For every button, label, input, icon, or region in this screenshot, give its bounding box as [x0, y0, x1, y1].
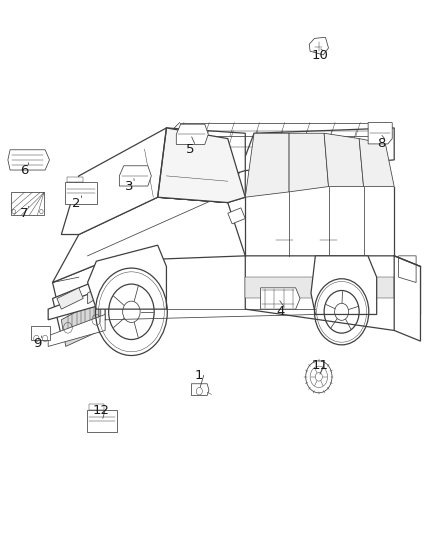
Bar	[67, 177, 83, 182]
Polygon shape	[53, 197, 245, 282]
Polygon shape	[53, 261, 105, 320]
Text: 10: 10	[311, 50, 328, 62]
Polygon shape	[245, 133, 289, 197]
Polygon shape	[57, 288, 83, 309]
Polygon shape	[309, 37, 328, 55]
Polygon shape	[158, 128, 394, 203]
Polygon shape	[245, 277, 394, 298]
Polygon shape	[245, 256, 420, 330]
Text: 12: 12	[92, 404, 109, 417]
Polygon shape	[324, 133, 364, 187]
Polygon shape	[261, 288, 300, 309]
Polygon shape	[48, 288, 105, 320]
Polygon shape	[88, 245, 166, 309]
Polygon shape	[359, 139, 394, 187]
Text: 6: 6	[20, 164, 28, 177]
Polygon shape	[119, 166, 152, 186]
Polygon shape	[8, 150, 49, 170]
Polygon shape	[88, 282, 105, 304]
Circle shape	[306, 361, 332, 393]
Text: 11: 11	[311, 359, 328, 372]
Polygon shape	[61, 128, 245, 235]
Bar	[87, 410, 117, 432]
Polygon shape	[176, 124, 208, 144]
Polygon shape	[311, 256, 377, 314]
Polygon shape	[394, 256, 420, 341]
Polygon shape	[158, 128, 245, 203]
Text: 1: 1	[195, 369, 204, 382]
Bar	[89, 405, 104, 410]
Text: 4: 4	[276, 305, 285, 318]
Polygon shape	[191, 384, 209, 395]
Text: 8: 8	[377, 138, 385, 150]
Bar	[64, 182, 97, 204]
Polygon shape	[289, 133, 328, 192]
Bar	[11, 192, 44, 215]
Polygon shape	[61, 298, 101, 346]
Text: 9: 9	[33, 337, 42, 350]
Polygon shape	[48, 314, 105, 346]
Text: 3: 3	[125, 180, 134, 193]
Text: 5: 5	[186, 143, 195, 156]
Polygon shape	[228, 208, 245, 224]
Text: 7: 7	[20, 207, 28, 220]
Polygon shape	[368, 123, 392, 144]
Polygon shape	[53, 277, 105, 336]
Text: 2: 2	[72, 197, 81, 210]
Bar	[31, 326, 50, 340]
